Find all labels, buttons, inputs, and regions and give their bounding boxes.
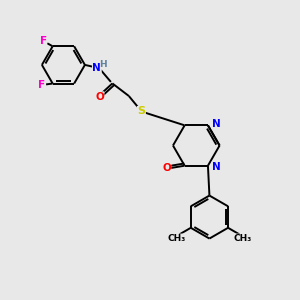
Text: CH₃: CH₃ [233,234,251,243]
Text: O: O [95,92,104,102]
Text: H: H [100,59,107,68]
Text: CH₃: CH₃ [167,234,186,243]
Text: N: N [92,63,101,73]
Text: S: S [137,106,145,116]
Text: O: O [162,163,171,173]
Text: N: N [212,162,221,172]
Text: N: N [212,119,221,129]
Text: F: F [38,80,45,90]
Text: F: F [40,36,47,46]
